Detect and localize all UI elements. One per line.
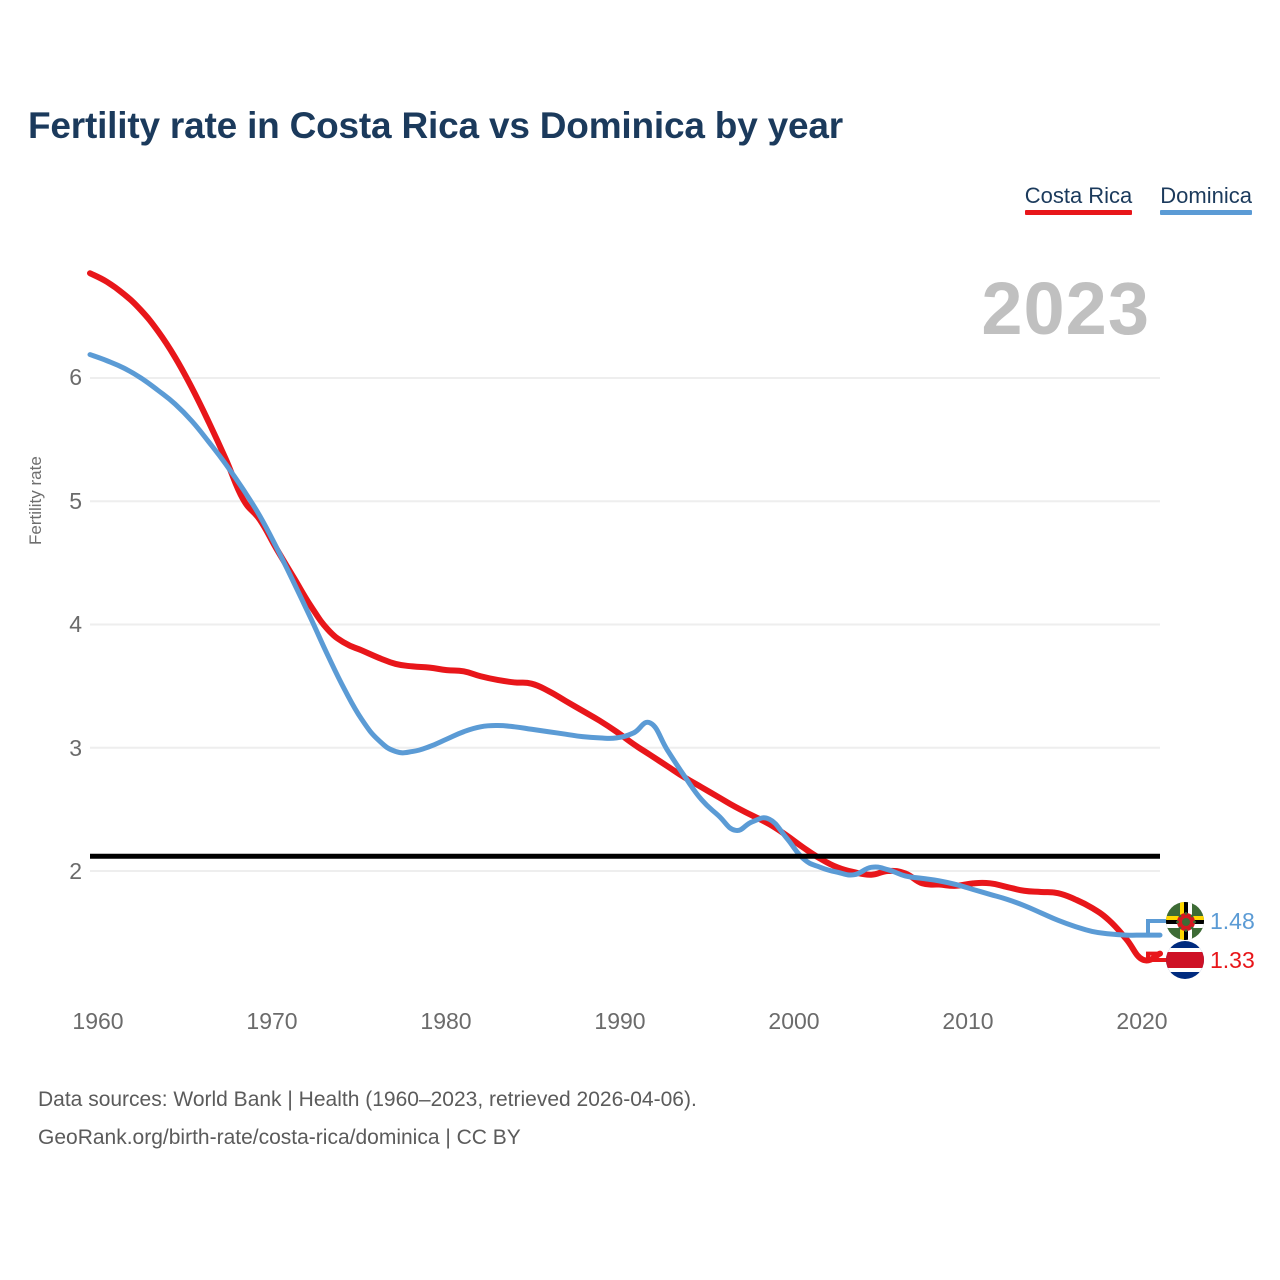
- y-tick-2: 2: [69, 858, 82, 884]
- footer-attribution: GeoRank.org/birth-rate/costa-rica/domini…: [38, 1126, 521, 1149]
- dominica-flag-icon: [1166, 902, 1204, 940]
- chart-legend: Costa Rica Dominica: [1024, 183, 1252, 216]
- legend-label-dominica: Dominica: [1160, 183, 1252, 208]
- x-tick-1960: 1960: [72, 1008, 124, 1034]
- year-watermark: 2023: [981, 267, 1150, 350]
- x-tick-1970: 1970: [246, 1008, 298, 1034]
- x-tick-2020: 2020: [1116, 1008, 1168, 1034]
- footer-data-sources: Data sources: World Bank | Health (1960–…: [38, 1088, 697, 1111]
- end-label-dominica-value: 1.48: [1210, 908, 1255, 934]
- y-tick-5: 5: [69, 488, 82, 514]
- y-tick-3: 3: [69, 735, 82, 761]
- legend-item-dominica[interactable]: Dominica: [1160, 183, 1252, 216]
- x-tick-2000: 2000: [768, 1008, 820, 1034]
- end-label-connectors: [1146, 919, 1168, 962]
- x-tick-2010: 2010: [942, 1008, 994, 1034]
- y-tick-6: 6: [69, 364, 82, 390]
- legend-swatch-dominica: [1160, 210, 1252, 216]
- page-title: Fertility rate in Costa Rica vs Dominica…: [28, 105, 843, 146]
- x-tick-1980: 1980: [420, 1008, 472, 1034]
- legend-item-costa-rica[interactable]: Costa Rica: [1024, 183, 1133, 216]
- legend-label-costa-rica: Costa Rica: [1024, 183, 1133, 208]
- gridlines: [90, 377, 1160, 872]
- series-lines: [87, 270, 1163, 964]
- y-tick-4: 4: [69, 611, 82, 637]
- x-tick-1990: 1990: [594, 1008, 646, 1034]
- end-label-costa-rica-value: 1.33: [1210, 947, 1255, 973]
- costa-rica-flag-icon: [1166, 941, 1204, 979]
- legend-swatch-costa-rica: [1024, 210, 1133, 216]
